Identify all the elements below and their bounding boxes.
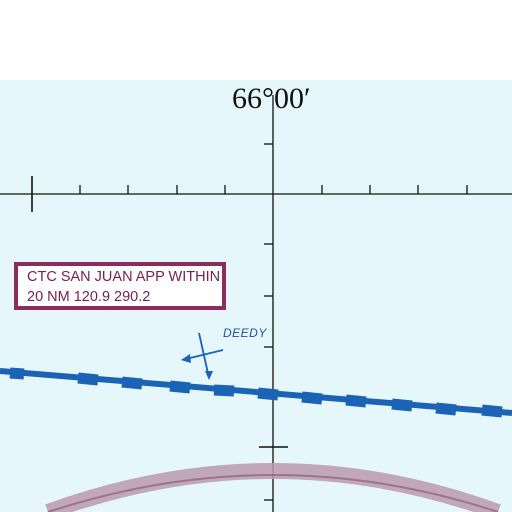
longitude-label: 66°00′ bbox=[232, 82, 311, 115]
ctc-notice-line1: CTC SAN JUAN APP WITHIN bbox=[27, 269, 221, 285]
airway-route bbox=[0, 367, 512, 418]
ctc-notice-line2: 20 NM 120.9 290.2 bbox=[27, 289, 151, 305]
latitude-minute-ticks bbox=[31, 176, 468, 212]
boundary-arc bbox=[45, 463, 501, 512]
fix-name-label[interactable]: DEEDY bbox=[223, 326, 267, 340]
chart-graphics bbox=[0, 95, 512, 512]
ctc-notice-box: CTC SAN JUAN APP WITHIN 20 NM 120.9 290.… bbox=[14, 262, 226, 310]
longitude-minute-ticks bbox=[259, 143, 288, 501]
boundary-arc-edge bbox=[47, 474, 499, 512]
fix-crosshair-arrow-icon[interactable] bbox=[181, 332, 224, 380]
